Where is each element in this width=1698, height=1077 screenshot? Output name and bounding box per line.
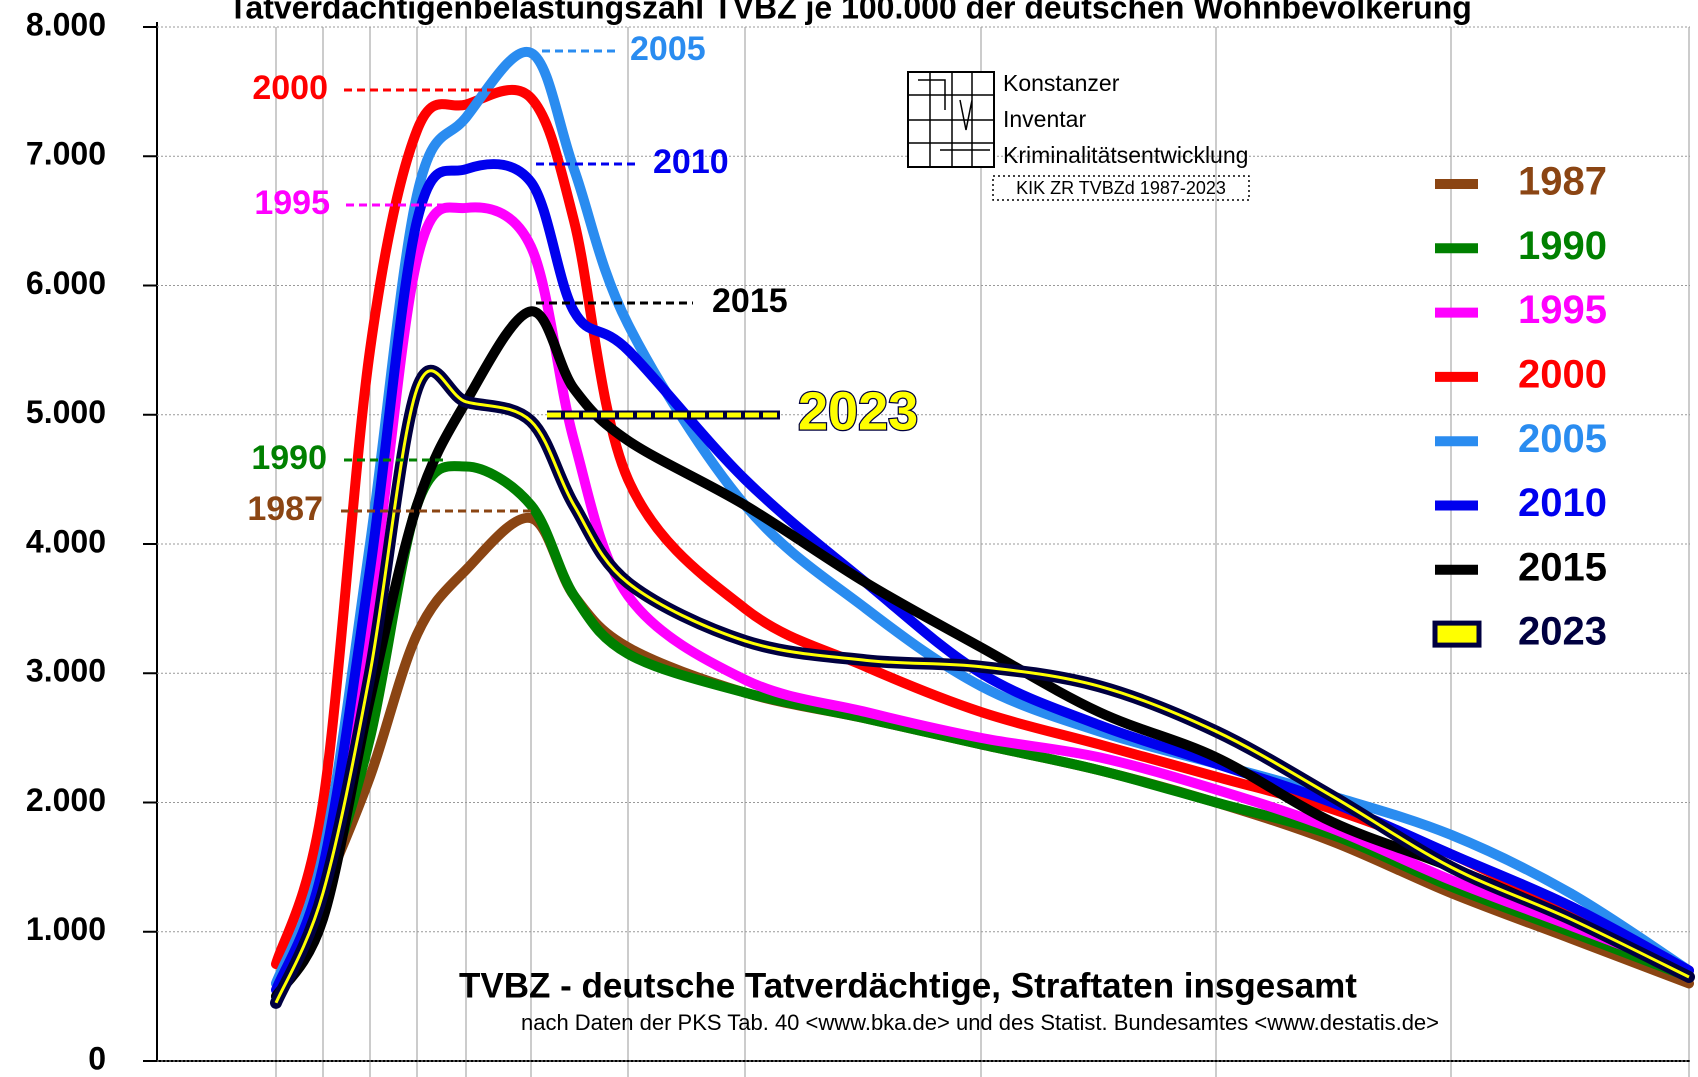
series-line xyxy=(271,202,1694,989)
chart-subtitle: TVBZ - deutsche Tatverdächtige, Straftat… xyxy=(459,966,1357,1005)
series-line xyxy=(271,84,1694,976)
annotation: 2000 xyxy=(252,69,328,107)
chart-title: Tatverdächtigenbelastungszahl TVBZ je 10… xyxy=(228,0,1472,25)
series-line xyxy=(271,46,1694,989)
series-line xyxy=(271,159,1694,995)
legend-label: 2000 xyxy=(1518,352,1607,396)
y-tick-label: 0 xyxy=(88,1040,106,1076)
logo-line: Inventar xyxy=(1003,106,1086,132)
y-tick-label: 6.000 xyxy=(26,265,106,301)
y-tick-label: 3.000 xyxy=(26,653,106,689)
legend-label: 2010 xyxy=(1518,481,1607,525)
legend-label: 2005 xyxy=(1518,417,1607,461)
annotation: 1990 xyxy=(251,439,327,477)
logo-code: KIK ZR TVBZd 1987-2023 xyxy=(1016,178,1226,198)
series-highlight xyxy=(274,369,1690,1004)
annotation: 1987 xyxy=(247,490,323,528)
legend-label: 1990 xyxy=(1518,224,1607,268)
logo: Konstanzer Inventar Kriminalitätsentwick… xyxy=(907,70,1250,201)
y-tick-label: 5.000 xyxy=(26,394,106,430)
annotation: 2005 xyxy=(630,30,706,68)
logo-pattern xyxy=(908,72,994,167)
grid xyxy=(143,22,1690,1077)
legend-label: 2015 xyxy=(1518,545,1607,589)
series-line xyxy=(271,513,1694,1008)
y-tick-label: 7.000 xyxy=(26,136,106,172)
annotation: 2015 xyxy=(712,282,788,320)
legend-swatch xyxy=(1432,620,1482,648)
annotation: 1995 xyxy=(254,184,330,222)
annotation: 2023 xyxy=(798,381,918,441)
y-tick-label: 1.000 xyxy=(26,911,106,947)
y-tick-label: 4.000 xyxy=(26,523,106,559)
logo-line: Kriminalitätsentwicklung xyxy=(1003,142,1248,168)
logo-line: Konstanzer xyxy=(1003,70,1120,96)
source-note: nach Daten der PKS Tab. 40 <www.bka.de> … xyxy=(521,1010,1439,1035)
y-tick-label: 8.000 xyxy=(26,6,106,42)
legend-label: 1987 xyxy=(1518,160,1607,204)
annotation: 2010 xyxy=(653,143,729,181)
y-tick-label: 2.000 xyxy=(26,782,106,818)
legend-label: 2023 xyxy=(1518,610,1607,654)
legend-label: 1995 xyxy=(1518,288,1607,332)
series-line xyxy=(271,306,1694,1002)
